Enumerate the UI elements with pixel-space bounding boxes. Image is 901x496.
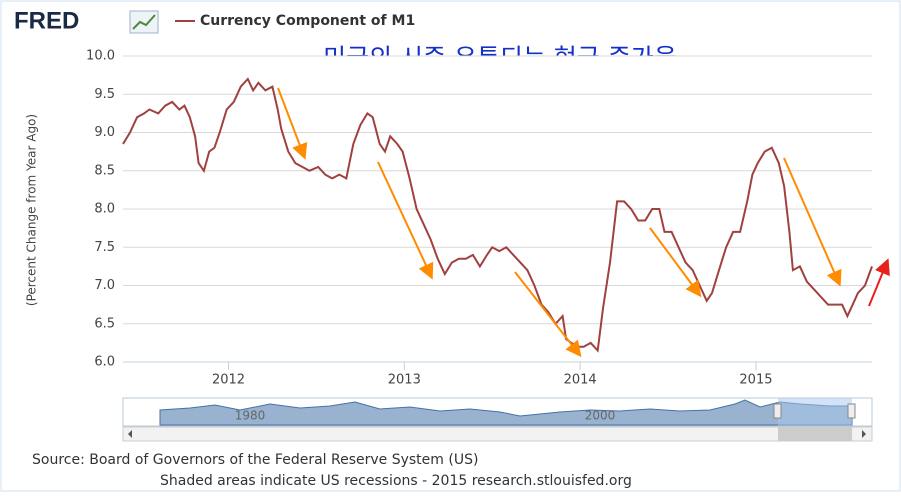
x-tick-label: 2013 xyxy=(388,373,421,388)
y-tick-label: 8.0 xyxy=(94,202,115,217)
navigator-selection xyxy=(778,398,852,426)
y-tick-label: 8.5 xyxy=(94,163,115,178)
note: Shaded areas indicate US recessions - 20… xyxy=(160,473,632,489)
y-tick-label: 6.0 xyxy=(94,355,115,370)
y-tick-label: 6.5 xyxy=(94,316,115,331)
y-tick-label: 10.0 xyxy=(86,49,115,64)
legend-label: Currency Component of M1 xyxy=(200,13,415,29)
scroll-right[interactable] xyxy=(862,430,866,438)
x-tick-label: 2015 xyxy=(739,373,772,388)
arrow xyxy=(377,161,434,280)
y-tick-label: 9.0 xyxy=(94,125,115,140)
logo-icon-line xyxy=(132,14,156,30)
scrollbar[interactable] xyxy=(122,426,873,442)
y-tick-label: 7.0 xyxy=(94,278,115,293)
x-tick-label: 2012 xyxy=(212,373,245,388)
navigator: 1980 2000 xyxy=(122,397,873,442)
arrow xyxy=(649,227,702,298)
navigator-label: 1980 xyxy=(235,409,266,423)
source: Source: Board of Governors of the Federa… xyxy=(32,452,478,468)
scroll-left[interactable] xyxy=(128,430,132,438)
arrow xyxy=(514,271,582,358)
navigator-label: 2000 xyxy=(585,409,616,423)
arrow xyxy=(277,87,308,160)
navigator-handle[interactable] xyxy=(773,403,782,419)
arrow xyxy=(783,157,842,287)
y-axis-label: (Percent Change from Year Ago) xyxy=(25,114,39,306)
x-tick-label: 2014 xyxy=(564,373,597,388)
logo: FRED xyxy=(14,7,79,34)
scrollbar-thumb[interactable] xyxy=(778,427,852,441)
arrow xyxy=(868,258,890,307)
arrows xyxy=(277,87,890,358)
y-tick-label: 7.5 xyxy=(94,240,115,255)
plot-area: 6.0 6.5 7.0 7.5 8.0 8.5 9.0 9.5 10.0 2012 2013 2014… xyxy=(86,49,873,388)
logo-icon xyxy=(129,10,159,34)
series-line xyxy=(122,77,873,353)
navigator-handle[interactable] xyxy=(847,403,856,419)
y-tick-label: 9.5 xyxy=(94,87,115,102)
